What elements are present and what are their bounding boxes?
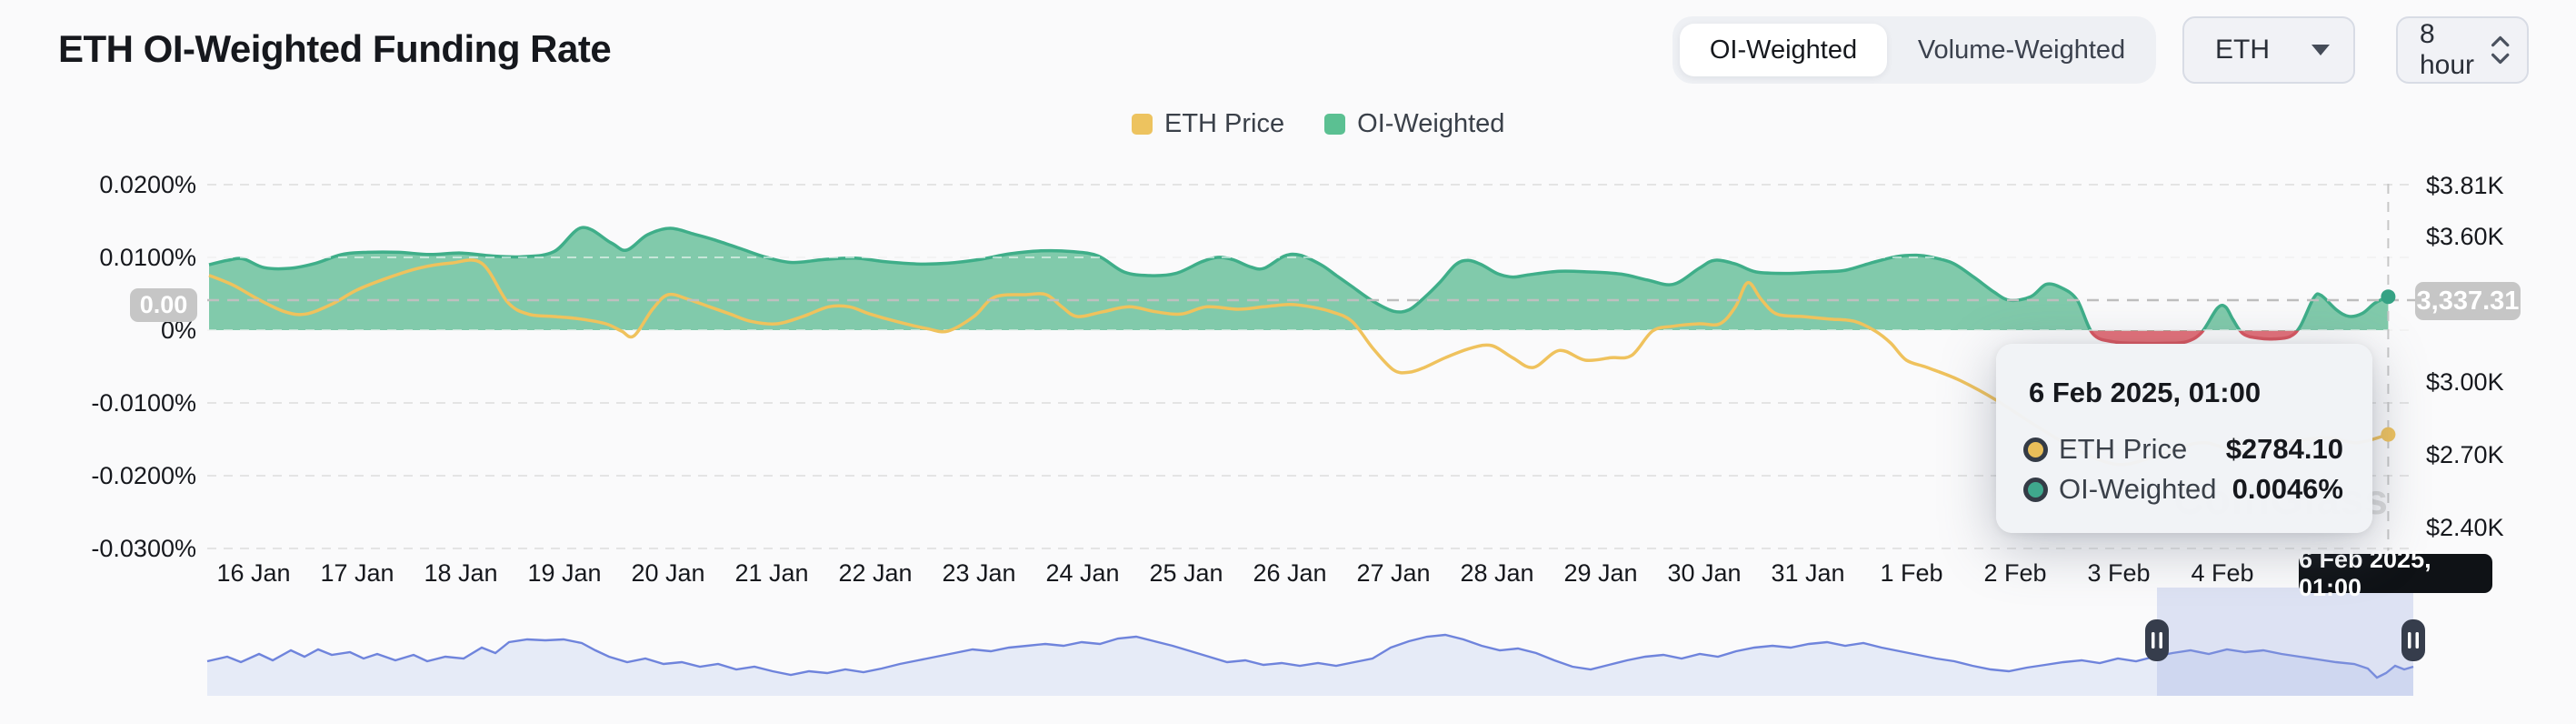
axis-tick-label: -0.0200% — [91, 462, 196, 489]
axis-tick-label: 22 Jan — [838, 559, 913, 587]
navigator-line — [206, 633, 2414, 679]
tooltip-series-label: ETH Price — [2059, 433, 2188, 465]
tab-oi-weighted[interactable]: OI-Weighted — [1680, 24, 1887, 76]
eth-price-swatch-icon — [1132, 114, 1153, 135]
navigator-handle-left[interactable] — [2145, 619, 2169, 661]
oi-weighted-last-point — [2381, 289, 2396, 305]
legend-item-eth-price[interactable]: ETH Price — [1132, 109, 1284, 139]
eth-price-marker-icon — [2023, 437, 2048, 462]
axis-tick-label: 24 Jan — [1045, 559, 1120, 587]
legend-label: ETH Price — [1164, 109, 1285, 138]
crosshair-right-badge: 3,337.31 — [2415, 282, 2521, 320]
oi-weighted-edge-negative — [2089, 330, 2300, 346]
symbol-select-value: ETH — [2215, 35, 2270, 65]
axis-tick-label: $2.70K — [2426, 441, 2504, 468]
navigator-selection[interactable] — [2157, 588, 2413, 696]
axis-tick-label: 17 Jan — [320, 559, 394, 587]
tooltip-row-oi-weighted: OI-Weighted 0.0046% — [2023, 471, 2343, 508]
axis-tick-label: 16 Jan — [216, 559, 291, 587]
oi-weighted-area-positive — [209, 227, 2389, 331]
eth-price-line — [208, 258, 2389, 467]
interval-select-value: 8 hour — [2420, 19, 2475, 80]
symbol-select[interactable]: ETH — [2182, 16, 2355, 84]
axis-tick-label: 23 Jan — [942, 559, 1016, 587]
tooltip-timestamp: 6 Feb 2025, 01:00 — [2029, 377, 2261, 408]
axis-tick-label: $3.60K — [2426, 222, 2504, 250]
weighting-toggle: OI-Weighted Volume-Weighted — [1672, 16, 2156, 84]
axis-tick-label: 3 Feb — [2087, 559, 2151, 587]
tooltip-series-value: 0.0046% — [2232, 473, 2343, 505]
axis-tick-label: 20 Jan — [631, 559, 705, 587]
axis-tick-label: 0.0100% — [99, 244, 196, 271]
axis-tick-label: 25 Jan — [1149, 559, 1223, 587]
axis-tick-label: 27 Jan — [1356, 559, 1431, 587]
axis-tick-label: 21 Jan — [734, 559, 809, 587]
legend-item-oi-weighted[interactable]: OI-Weighted — [1324, 109, 1504, 139]
interval-select[interactable]: 8 hour — [2396, 16, 2529, 84]
axis-tick-label: 28 Jan — [1460, 559, 1534, 587]
axis-tick-label: 29 Jan — [1563, 559, 1638, 587]
page-title: ETH OI-Weighted Funding Rate — [58, 27, 612, 70]
axis-tick-label: 31 Jan — [1771, 559, 1845, 587]
tooltip-series-value: $2784.10 — [2225, 433, 2343, 465]
axis-tick-label: 26 Jan — [1253, 559, 1327, 587]
navigator-area — [207, 635, 2413, 696]
axis-tick-label: 18 Jan — [424, 559, 498, 587]
axis-tick-label: $3.00K — [2426, 368, 2504, 396]
axis-tick-label: $2.40K — [2426, 514, 2504, 541]
axis-tick-label: -0.0300% — [91, 535, 196, 562]
axis-tick-label: -0.0100% — [91, 389, 196, 417]
axis-tick-label: 4 Feb — [2191, 559, 2254, 587]
tab-volume-weighted[interactable]: Volume-Weighted — [1917, 35, 2126, 65]
legend-label: OI-Weighted — [1357, 109, 1505, 138]
eth-price-last-point — [2381, 427, 2396, 442]
tooltip-series-label: OI-Weighted — [2059, 473, 2217, 505]
spinner-arrows-icon — [2491, 35, 2510, 65]
crosshair-left-badge: 0.00 — [130, 288, 197, 322]
axis-tick-label: 19 Jan — [527, 559, 602, 587]
axis-tick-label: $3.81K — [2426, 171, 2504, 199]
oi-weighted-swatch-icon — [1324, 114, 1346, 135]
legend: ETH Price OI-Weighted — [1132, 109, 1504, 139]
oi-weighted-edge-positive — [208, 226, 2390, 331]
tooltip-row-eth-price: ETH Price $2784.10 — [2023, 431, 2343, 468]
axis-tick-label: 2 Feb — [1983, 559, 2047, 587]
range-navigator[interactable] — [206, 588, 2425, 696]
chevron-down-icon — [2311, 45, 2330, 55]
crosshair-date-pill: 6 Feb 2025, 01:00 — [2299, 546, 2492, 601]
gridline-overlay — [207, 256, 2415, 331]
navigator-handle-right[interactable] — [2401, 619, 2425, 661]
oi-weighted-marker-icon — [2023, 477, 2048, 502]
axis-tick-label: 30 Jan — [1667, 559, 1742, 587]
chart-tooltip: 6 Feb 2025, 01:00 ETH Price $2784.10 OI-… — [1996, 344, 2372, 533]
axis-tick-label: 0.0200% — [99, 171, 196, 198]
axis-tick-label: 1 Feb — [1880, 559, 1943, 587]
